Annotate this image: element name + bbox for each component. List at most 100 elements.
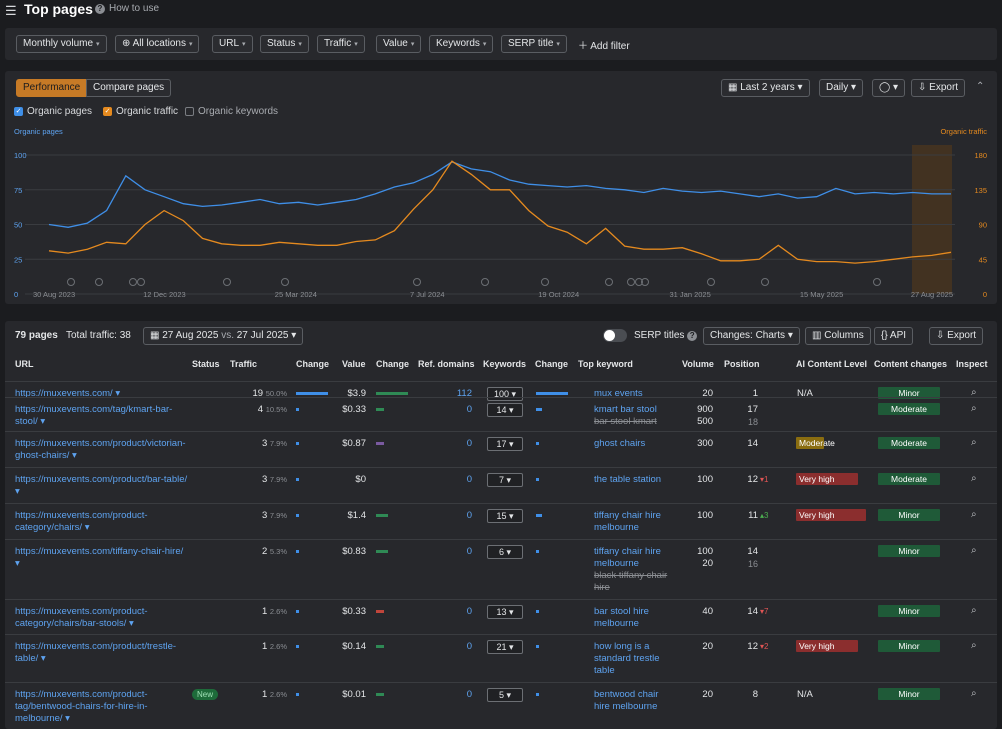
annotation-button[interactable]: ◯ ▾ [872,79,906,97]
top-keyword-link[interactable]: bentwood chair hire melbourne [594,689,659,712]
col-ai-content-level[interactable]: AI Content Level [796,359,868,369]
hamburger-icon[interactable]: ☰ [5,3,17,18]
col-keywords-change[interactable]: Change [535,359,569,369]
filter-url[interactable]: URL ▾ [212,35,253,53]
collapse-chevron-icon[interactable]: ⌃ [976,81,985,92]
question-icon: ? [687,331,698,341]
top-keyword-link[interactable]: how long is a standard trestle table [594,641,660,676]
ref-domains-count[interactable]: 0 [466,641,472,652]
filter-value[interactable]: Value ▾ [376,35,422,53]
keywords-change-bar [536,610,539,613]
top-keyword-link[interactable]: ghost chairs [594,438,646,449]
serp-titles-toggle[interactable] [603,329,627,342]
table-row[interactable]: https://muxevents.com/ ▾ 19 50.0% $3.9 112 1… [5,381,997,401]
table-export-button[interactable]: ⇩ Export [929,327,984,345]
top-keyword-link[interactable]: mux events [594,388,643,399]
filter-status[interactable]: Status ▾ [260,35,309,53]
ref-domains-count[interactable]: 0 [466,606,472,617]
table-row[interactable]: https://muxevents.com/product-category/c… [5,503,997,539]
legend-organic-keywords[interactable]: Organic keywords [185,106,278,117]
magnifier-icon[interactable]: ⌕ [971,403,977,414]
url-link[interactable]: https://muxevents.com/product-tag/bentwo… [15,689,148,724]
ref-domains-count[interactable]: 112 [456,388,472,399]
columns-button[interactable]: ▥ Columns [805,327,871,345]
col-volume[interactable]: Volume [682,359,714,369]
chart-export-button[interactable]: ⇩ Export [911,79,966,97]
magnifier-icon[interactable]: ⌕ [971,688,977,699]
col-content-changes[interactable]: Content changes [874,359,948,369]
keywords-count-select[interactable]: 14 ▾ [487,403,523,417]
keywords-count-select[interactable]: 6 ▾ [487,545,523,559]
keywords-count-select[interactable]: 15 ▾ [487,509,523,523]
api-button[interactable]: {} API [874,327,914,345]
magnifier-icon[interactable]: ⌕ [971,387,977,398]
add-filter-button[interactable]: ＋ Add filter [578,41,630,52]
table-row[interactable]: https://muxevents.com/product-tag/bentwo… [5,682,997,729]
how-to-use-link[interactable]: ? How to use [95,3,159,14]
col-position[interactable]: Position [724,359,760,369]
filter-keywords[interactable]: Keywords ▾ [429,35,494,53]
col-traffic-change[interactable]: Change [296,359,330,369]
date-range-select[interactable]: ▦ Last 2 years ▾ [721,79,810,97]
ref-domains-count[interactable]: 0 [466,438,472,449]
url-link[interactable]: https://muxevents.com/product/trestle-ta… [15,641,177,664]
table-row[interactable]: https://muxevents.com/product-category/c… [5,599,997,634]
col-status[interactable]: Status [192,359,220,369]
ref-domains-count[interactable]: 0 [466,474,472,485]
table-row[interactable]: https://muxevents.com/product/victorian-… [5,431,997,467]
keywords-count-select[interactable]: 17 ▾ [487,437,523,451]
keywords-count-select[interactable]: 21 ▾ [487,640,523,654]
keywords-count-select[interactable]: 5 ▾ [487,688,523,702]
top-keyword-link[interactable]: kmart bar stool [594,404,657,415]
magnifier-icon[interactable]: ⌕ [971,437,977,448]
performance-chart[interactable]: 100 75 50 25 0 180 135 90 45 0 30 Aug 2023 12 Dec 2… [5,71,997,304]
col-traffic[interactable]: Traffic [230,359,258,369]
top-keyword-link[interactable]: the table station [594,474,662,485]
keywords-count-select[interactable]: 13 ▾ [487,605,523,619]
table-row[interactable]: https://muxevents.com/product/trestle-ta… [5,634,997,682]
changes-select[interactable]: Changes: Charts ▾ [703,327,800,345]
url-link[interactable]: https://muxevents.com/tiffany-chair-hire… [15,546,184,569]
value-amount: $0 [355,474,366,485]
legend-organic-traffic[interactable]: ✓ Organic traffic [103,106,179,117]
filter-serp-title[interactable]: SERP title ▾ [501,35,567,53]
ref-domains-count[interactable]: 0 [466,510,472,521]
magnifier-icon[interactable]: ⌕ [971,640,977,651]
legend-organic-pages[interactable]: ✓ Organic pages [14,106,93,117]
col-value-change[interactable]: Change [376,359,410,369]
col-top-keyword[interactable]: Top keyword [578,359,633,369]
table-row[interactable]: https://muxevents.com/tiffany-chair-hire… [5,539,997,599]
tab-compare-pages[interactable]: Compare pages [86,79,172,97]
keywords-count-select[interactable]: 7 ▾ [487,473,523,487]
col-keywords[interactable]: Keywords [483,359,527,369]
col-url[interactable]: URL [15,359,34,369]
filter-traffic[interactable]: Traffic ▾ [317,35,365,53]
position-value: 14 [747,438,758,449]
interval-select[interactable]: Daily ▾ [819,79,864,97]
url-link[interactable]: https://muxevents.com/product-category/c… [15,606,148,629]
col-value[interactable]: Value [342,359,366,369]
magnifier-icon[interactable]: ⌕ [971,509,977,520]
ref-domains-count[interactable]: 0 [466,546,472,557]
table-row[interactable]: https://muxevents.com/product/bar-table/… [5,467,997,503]
url-link[interactable]: https://muxevents.com/product-category/c… [15,510,148,533]
compare-date-select[interactable]: ▦ 27 Aug 2025 vs. 27 Jul 2025 ▾ [143,327,304,345]
url-link[interactable]: https://muxevents.com/product/victorian-… [15,438,186,461]
col-inspect[interactable]: Inspect [956,359,988,369]
table-row[interactable]: https://muxevents.com/tag/kmart-bar-stoo… [5,397,997,431]
url-link[interactable]: https://muxevents.com/ ▾ [15,388,121,399]
magnifier-icon[interactable]: ⌕ [971,605,977,616]
top-keyword-link[interactable]: tiffany chair hire melbourne [594,546,661,569]
filter-monthly-volume[interactable]: Monthly volume ▾ [16,35,107,53]
magnifier-icon[interactable]: ⌕ [971,473,977,484]
url-link[interactable]: https://muxevents.com/tag/kmart-bar-stoo… [15,404,173,427]
volume-value: 100 [697,474,713,485]
top-keyword-link[interactable]: bar stool hire melbourne [594,606,649,629]
filter-all-locations[interactable]: ⊕ All locations ▾ [115,35,200,53]
col-ref-domains[interactable]: Ref. domains [418,359,475,369]
url-link[interactable]: https://muxevents.com/product/bar-table/… [15,474,188,497]
ref-domains-count[interactable]: 0 [466,404,472,415]
top-keyword-link[interactable]: tiffany chair hire melbourne [594,510,661,533]
magnifier-icon[interactable]: ⌕ [971,545,977,556]
ref-domains-count[interactable]: 0 [466,689,472,700]
